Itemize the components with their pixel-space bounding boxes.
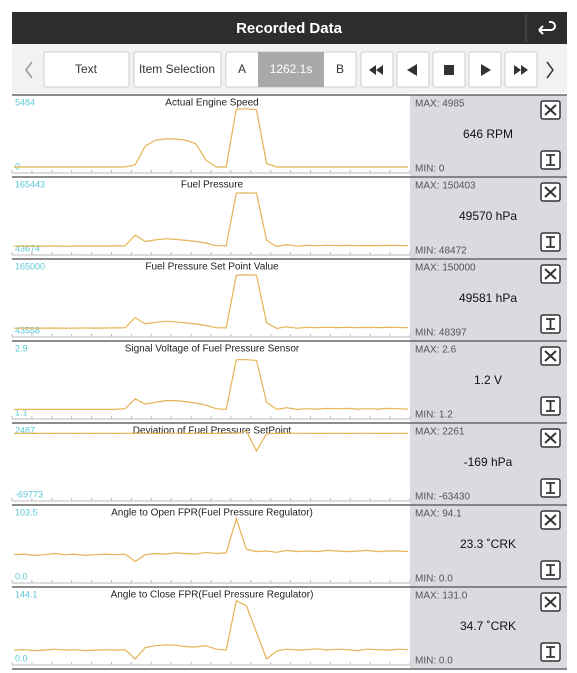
max-label: MAX: 150403 [415,181,476,192]
panel-title: Deviation of Fuel Pressure SetPoint [133,426,292,437]
close-icon [544,596,557,608]
chart-area [12,423,410,505]
header-bar [12,12,567,44]
panel-title: Fuel Pressure Set Point Value [145,262,279,273]
current-value: 1.2 V [474,373,502,387]
current-value: 49581 hPa [459,291,517,305]
current-value: 34.7 ˚CRK [460,619,516,633]
min-label: MIN: 0 [415,164,445,175]
close-icon [544,432,557,444]
scale-bottom: 0 [15,161,20,171]
item-selection-button[interactable] [133,51,222,88]
trace-line [13,192,409,248]
scale-top: 2.9 [15,343,28,353]
scale-bottom: 0.0 [15,653,28,663]
scale-top: 165000 [15,261,45,271]
panel-title: Fuel Pressure [181,180,244,191]
scale-top: 165443 [15,179,45,189]
detail-icon [546,564,555,576]
prev-button[interactable] [25,61,33,79]
back-button[interactable] [538,21,556,35]
scale-bottom: -69773 [15,489,43,499]
trace-line [13,274,409,330]
close-icon [544,186,557,198]
text-button[interactable] [43,51,130,88]
current-value: 49570 hPa [459,209,517,223]
chart-area [12,505,410,587]
rewind-icon [369,65,383,75]
detail-icon [546,236,555,248]
next-button[interactable] [546,61,554,79]
text-button-label: Text [75,62,98,76]
min-label: MIN: 0.0 [415,656,453,667]
trace-line [14,108,408,168]
trace-line [13,430,409,453]
scale-bottom: 0.0 [15,571,28,581]
close-icon [544,514,557,526]
panel-title: Signal Voltage of Fuel Pressure Sensor [125,344,300,355]
chart-area [12,587,410,669]
panel-title: Angle to Close FPR(Fuel Pressure Regulat… [111,590,314,601]
detail-icon [546,400,555,412]
panel-title: Actual Engine Speed [165,98,258,109]
scale-top: 144.1 [15,589,38,599]
close-icon [544,104,557,116]
detail-icon [546,154,555,166]
min-label: MIN: 48472 [415,246,467,257]
stop-icon [444,65,454,75]
max-label: MAX: 150000 [415,263,476,274]
close-icon [544,268,557,280]
marker-b[interactable]: B [336,62,344,76]
min-label: MIN: -63430 [415,492,470,503]
panel-title: Angle to Open FPR(Fuel Pressure Regulato… [111,508,313,519]
scale-bottom: 43674 [15,243,40,253]
item-selection-label: Item Selection [139,62,215,76]
fast-forward-icon [514,65,528,75]
scale-bottom: 43558 [15,325,40,335]
current-value: 23.3 ˚CRK [460,537,516,551]
max-label: MAX: 131.0 [415,591,468,602]
step-back-icon [407,64,417,76]
trace-line [14,359,409,411]
trace-line [13,599,409,660]
detail-icon [546,646,555,658]
play-icon [481,64,491,76]
trace-line [13,516,409,563]
current-value: 646 RPM [463,127,513,141]
scale-top: 103.5 [15,507,38,517]
header-title: Recorded Data [236,20,343,37]
min-label: MIN: 0.0 [415,574,453,585]
close-icon [544,350,557,362]
min-label: MIN: 1.2 [415,410,453,421]
max-label: MAX: 2261 [415,427,465,438]
time-label: 1262.1s [270,62,313,76]
marker-a[interactable]: A [238,62,246,76]
detail-icon [546,318,555,330]
min-label: MIN: 48397 [415,328,467,339]
scale-bottom: 1.1 [15,407,28,417]
max-label: MAX: 94.1 [415,509,462,520]
detail-icon [546,482,555,494]
scale-top: 5484 [15,97,35,107]
max-label: MAX: 4985 [415,99,465,110]
scale-top: 2487 [15,425,35,435]
panels: Actual Engine Speed 5484 0 MAX: 4985 646 RPM… [11,94,567,670]
max-label: MAX: 2.6 [415,345,457,356]
current-value: -169 hPa [464,455,513,469]
time-box [258,52,324,87]
